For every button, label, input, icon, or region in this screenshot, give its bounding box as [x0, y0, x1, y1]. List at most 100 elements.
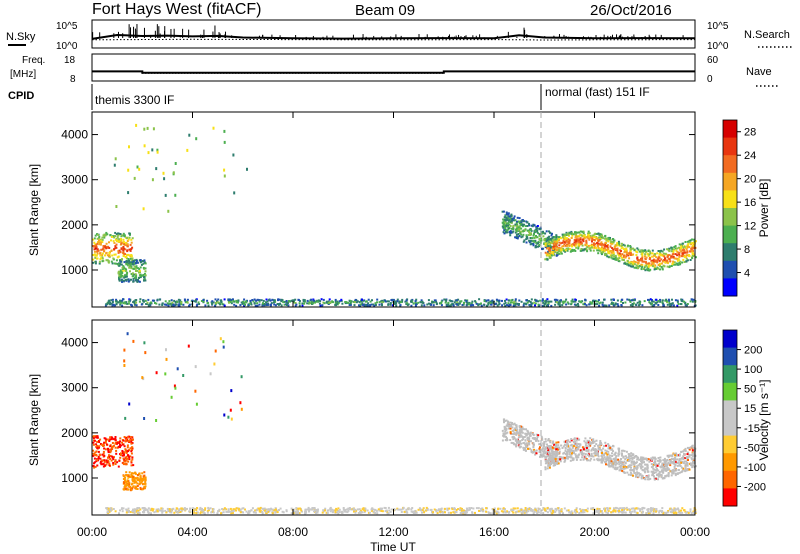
velocity-point	[311, 507, 314, 509]
velocity-point	[130, 487, 133, 490]
power-point	[599, 235, 602, 238]
power-point	[97, 241, 100, 244]
velocity-point	[132, 464, 135, 467]
power-point	[101, 241, 104, 243]
power-point	[542, 230, 544, 233]
power-point	[363, 303, 366, 306]
power-point	[449, 304, 452, 307]
power-point	[591, 244, 594, 247]
velocity-point	[130, 442, 133, 445]
power-point	[405, 299, 408, 302]
velocity-point	[501, 439, 504, 442]
velocity-point	[539, 446, 541, 449]
power-point	[471, 303, 474, 306]
velocity-point	[235, 507, 238, 510]
power-point	[110, 239, 112, 242]
velocity-point	[374, 508, 377, 511]
velocity-point	[641, 458, 644, 461]
power-point	[679, 260, 682, 263]
power-point	[212, 126, 215, 130]
power-point	[130, 267, 133, 270]
velocity-point	[560, 510, 563, 513]
power-point	[688, 254, 691, 256]
velocity-point	[677, 454, 680, 457]
velocity-point	[338, 508, 341, 511]
velocity-point	[136, 507, 139, 509]
velocity-point	[95, 454, 98, 457]
power-point	[666, 265, 669, 268]
power-point	[120, 263, 123, 266]
power-point	[255, 299, 258, 302]
power-point	[602, 250, 605, 253]
velocity-point	[579, 449, 582, 452]
power-point	[260, 299, 263, 302]
power-point	[443, 298, 446, 301]
power-point	[554, 247, 557, 250]
power-point	[124, 241, 127, 244]
power-point	[579, 230, 582, 233]
velocity-point	[631, 458, 634, 461]
velocity-point	[362, 507, 365, 510]
velocity-point	[122, 439, 125, 442]
velocity-point	[253, 511, 256, 514]
velocity-point	[132, 485, 135, 488]
velocity-point	[136, 511, 139, 514]
power-point	[551, 250, 554, 253]
velocity-point	[198, 508, 201, 511]
power-point	[636, 251, 639, 254]
power-point	[528, 241, 531, 244]
velocity-point	[524, 510, 527, 513]
power-point	[127, 238, 130, 241]
velocity-point	[533, 437, 536, 440]
power-point	[690, 242, 693, 245]
power-point	[660, 258, 663, 261]
power-point	[128, 232, 131, 235]
power-point	[136, 165, 139, 169]
power-point	[462, 303, 465, 306]
power-point	[519, 232, 522, 235]
velocity-point	[681, 507, 684, 510]
velocity-point	[101, 459, 104, 462]
power-point	[96, 257, 98, 260]
velocity-point	[304, 511, 307, 514]
power-point	[126, 278, 129, 281]
velocity-point	[551, 512, 554, 515]
power-point	[635, 254, 638, 256]
velocity-point	[503, 433, 506, 436]
power-point	[134, 262, 137, 265]
velocity-point	[590, 449, 593, 452]
velocity-point	[562, 456, 565, 459]
velocity-point	[322, 510, 325, 513]
power-point	[592, 246, 595, 249]
velocity-point	[125, 511, 128, 514]
velocity-point	[630, 461, 633, 464]
velocity-point	[516, 510, 519, 513]
velocity-point	[521, 427, 524, 430]
power-point	[99, 238, 102, 241]
power-point	[194, 300, 197, 303]
velocity-point	[261, 512, 264, 515]
power-point	[474, 301, 477, 304]
velocity-point	[570, 438, 573, 441]
power-point	[589, 244, 592, 247]
velocity-point	[532, 512, 535, 515]
velocity-point	[634, 507, 637, 510]
power-point	[359, 304, 361, 307]
power-point	[545, 240, 548, 243]
power-point	[674, 253, 677, 256]
velocity-point	[111, 455, 114, 458]
power-point	[513, 219, 515, 222]
velocity-point	[534, 508, 537, 511]
power-point	[592, 236, 595, 239]
power-point	[680, 250, 683, 253]
velocity-point	[669, 511, 672, 513]
power-point	[614, 244, 617, 247]
velocity-point	[611, 511, 614, 514]
power-point	[380, 302, 383, 305]
velocity-point	[618, 507, 620, 510]
velocity-point	[129, 476, 132, 478]
power-point	[191, 299, 194, 302]
power-point	[554, 303, 557, 306]
power-point	[353, 304, 356, 307]
velocity-point	[532, 446, 535, 449]
